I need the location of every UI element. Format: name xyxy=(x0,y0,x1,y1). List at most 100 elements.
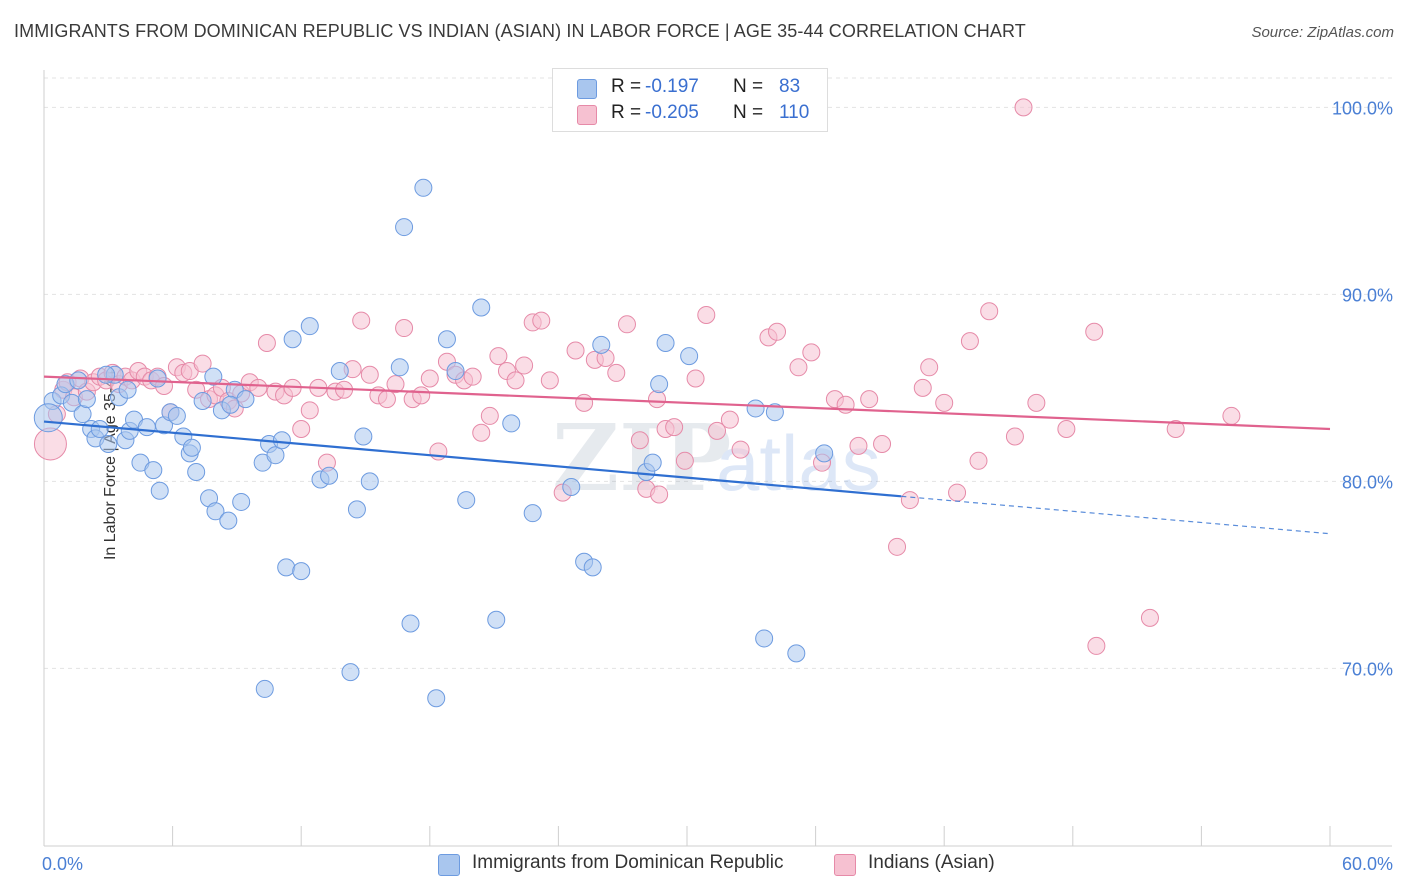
data-point-indians xyxy=(860,390,879,409)
data-point-dominican xyxy=(283,330,302,349)
data-point-dominican xyxy=(650,375,669,394)
data-point-indians xyxy=(849,436,868,455)
trend-line-indians xyxy=(43,375,1331,431)
data-point-dominican xyxy=(118,380,137,399)
source-credit: Source: ZipAtlas.com xyxy=(1251,24,1394,41)
data-point-dominican xyxy=(33,403,63,433)
data-point-dominican xyxy=(354,427,373,446)
data-point-indians xyxy=(489,347,508,366)
data-point-indians xyxy=(386,375,405,394)
data-point-dominican xyxy=(765,403,784,422)
data-point-indians xyxy=(647,390,666,409)
legend-r-value: -0.205 xyxy=(645,102,699,123)
data-point-indians xyxy=(888,537,907,556)
y-tick-label: 70.0% xyxy=(1342,659,1393,679)
legend-row-indians: R = -0.205 N = 110 xyxy=(553,102,827,128)
data-point-dominican xyxy=(221,395,240,414)
correlation-legend: R = -0.197 N = 83 R = -0.205 N = 110 xyxy=(552,68,828,132)
data-point-indians xyxy=(257,334,276,353)
legend-n-label: N = xyxy=(733,102,764,123)
data-point-indians xyxy=(960,332,979,351)
legend-r-label: R = xyxy=(611,76,642,97)
data-point-indians xyxy=(675,451,694,470)
data-point-indians xyxy=(708,421,727,440)
data-point-dominican xyxy=(787,644,806,663)
data-point-dominican xyxy=(395,218,414,237)
data-point-indians xyxy=(697,305,716,324)
data-point-indians xyxy=(873,434,892,453)
data-point-indians xyxy=(515,356,534,375)
chart-title: IMMIGRANTS FROM DOMINICAN REPUBLIC VS IN… xyxy=(14,21,1026,41)
trend-lines xyxy=(43,375,1331,535)
data-point-indians xyxy=(249,378,268,397)
data-point-indians xyxy=(377,390,396,409)
bottom-legend-swatch-blue xyxy=(438,854,460,876)
data-point-indians xyxy=(665,418,684,437)
bottom-legend-label: Indians (Asian) xyxy=(868,852,995,873)
data-point-dominican xyxy=(148,369,167,388)
data-point-dominican xyxy=(320,466,339,485)
y-tick-label: 100.0% xyxy=(1332,98,1393,118)
x-tick-labels: 0.0% 60.0% xyxy=(42,854,1393,874)
series-dominican-points xyxy=(33,178,834,708)
data-point-dominican xyxy=(746,399,765,418)
data-point-indians xyxy=(630,431,649,450)
data-point-dominican xyxy=(144,461,163,480)
data-point-dominican xyxy=(815,444,834,463)
data-point-indians xyxy=(1222,406,1241,425)
grid-lines xyxy=(44,77,1392,669)
data-point-indians xyxy=(935,393,954,412)
data-point-indians xyxy=(980,302,999,321)
data-point-indians xyxy=(948,483,967,502)
data-point-dominican xyxy=(360,472,379,491)
data-point-dominican xyxy=(656,334,675,353)
legend-n-label: N = xyxy=(733,76,764,97)
data-point-dominican xyxy=(446,362,465,381)
data-point-dominican xyxy=(187,463,206,482)
data-point-dominican xyxy=(292,562,311,581)
trend-line-dominican-extension xyxy=(901,495,1331,535)
bottom-legend-label: Immigrants from Dominican Republic xyxy=(472,852,784,873)
data-point-indians xyxy=(352,311,371,330)
data-point-dominican xyxy=(73,405,92,424)
watermark-atlas: atlas xyxy=(716,419,881,507)
data-point-indians xyxy=(836,395,855,414)
data-point-indians xyxy=(566,341,585,360)
data-point-indians xyxy=(472,423,491,442)
data-point-dominican xyxy=(97,365,116,384)
legend-n-value: 110 xyxy=(779,102,810,123)
data-point-indians xyxy=(1140,608,1159,627)
data-point-indians xyxy=(360,365,379,384)
data-point-dominican xyxy=(437,330,456,349)
data-point-dominican xyxy=(69,371,88,390)
data-point-dominican xyxy=(255,679,274,698)
data-point-indians xyxy=(1014,98,1033,117)
data-point-dominican xyxy=(457,491,476,510)
data-point-indians xyxy=(395,319,414,338)
data-point-dominican xyxy=(487,610,506,629)
x-tick-label: 60.0% xyxy=(1342,854,1393,874)
data-point-dominican xyxy=(150,481,169,500)
data-point-dominican xyxy=(232,492,251,511)
data-point-dominican xyxy=(206,502,225,521)
data-point-dominican xyxy=(182,438,201,457)
legend-r-label: R = xyxy=(611,102,642,123)
data-point-indians xyxy=(575,393,594,412)
data-point-dominican xyxy=(219,511,238,530)
x-tick-label: 0.0% xyxy=(42,854,83,874)
data-point-dominican xyxy=(236,390,255,409)
data-point-dominican xyxy=(680,347,699,366)
trend-line-dominican xyxy=(43,420,902,498)
data-point-indians xyxy=(607,363,626,382)
data-point-indians xyxy=(969,451,988,470)
data-point-indians xyxy=(412,386,431,405)
data-point-dominican xyxy=(99,434,118,453)
data-point-indians xyxy=(1166,420,1185,439)
data-point-dominican xyxy=(330,362,349,381)
data-point-indians xyxy=(1005,427,1024,446)
y-tick-labels: 70.0% 80.0% 90.0% 100.0% xyxy=(1332,98,1393,679)
data-point-indians xyxy=(480,406,499,425)
data-point-indians xyxy=(506,371,525,390)
data-point-indians xyxy=(1085,322,1104,341)
data-point-dominican xyxy=(266,446,285,465)
